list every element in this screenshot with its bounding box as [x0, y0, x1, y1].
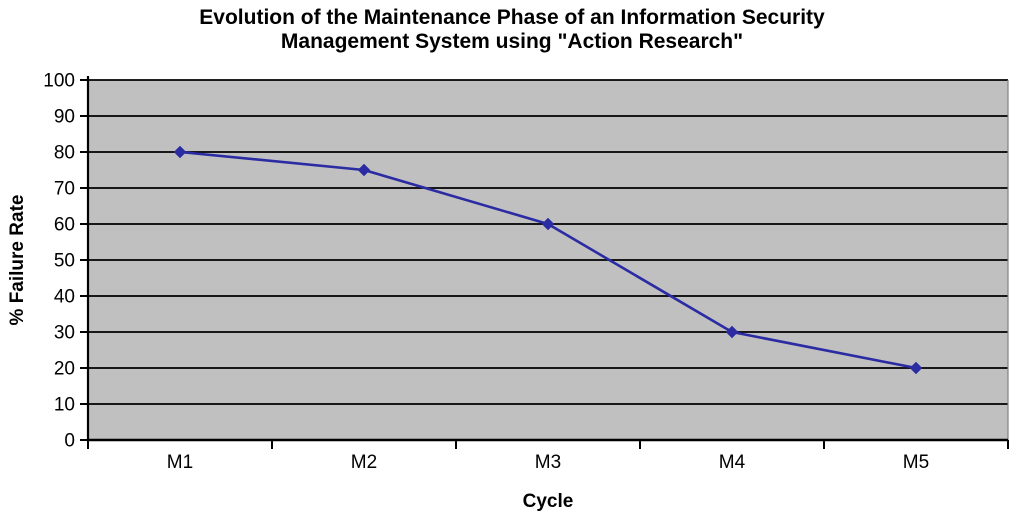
y-tick-label: 30 — [54, 323, 75, 344]
data-point-marker — [725, 325, 739, 339]
x-tick-label: M5 — [903, 452, 929, 473]
x-tick-label: M2 — [351, 452, 377, 473]
data-point-marker — [541, 217, 555, 231]
chart-title: Evolution of the Maintenance Phase of an… — [0, 6, 1024, 54]
y-tick-label: 0 — [64, 431, 75, 452]
chart-title-line-2: Management System using "Action Research… — [280, 30, 744, 53]
y-tick-label: 10 — [54, 395, 75, 416]
data-point-marker — [909, 361, 923, 375]
x-axis-title: Cycle — [522, 491, 574, 512]
y-tick-label: 60 — [54, 215, 75, 236]
y-tick-label: 40 — [54, 287, 75, 308]
data-point-marker — [357, 163, 371, 177]
y-tick-label: 90 — [54, 107, 75, 128]
x-tick-label: M1 — [167, 452, 193, 473]
data-point-marker — [173, 145, 187, 159]
x-tick-label: M3 — [535, 452, 561, 473]
y-tick-label: 80 — [54, 143, 75, 164]
y-tick-label: 20 — [54, 359, 75, 380]
y-tick-label: 50 — [54, 251, 75, 272]
y-tick-label: 70 — [54, 179, 75, 200]
x-tick-label: M4 — [719, 452, 746, 473]
y-tick-label: 100 — [43, 71, 75, 92]
y-axis-title: % Failure Rate — [7, 194, 28, 326]
chart-title-line-1: Evolution of the Maintenance Phase of an… — [199, 6, 825, 29]
